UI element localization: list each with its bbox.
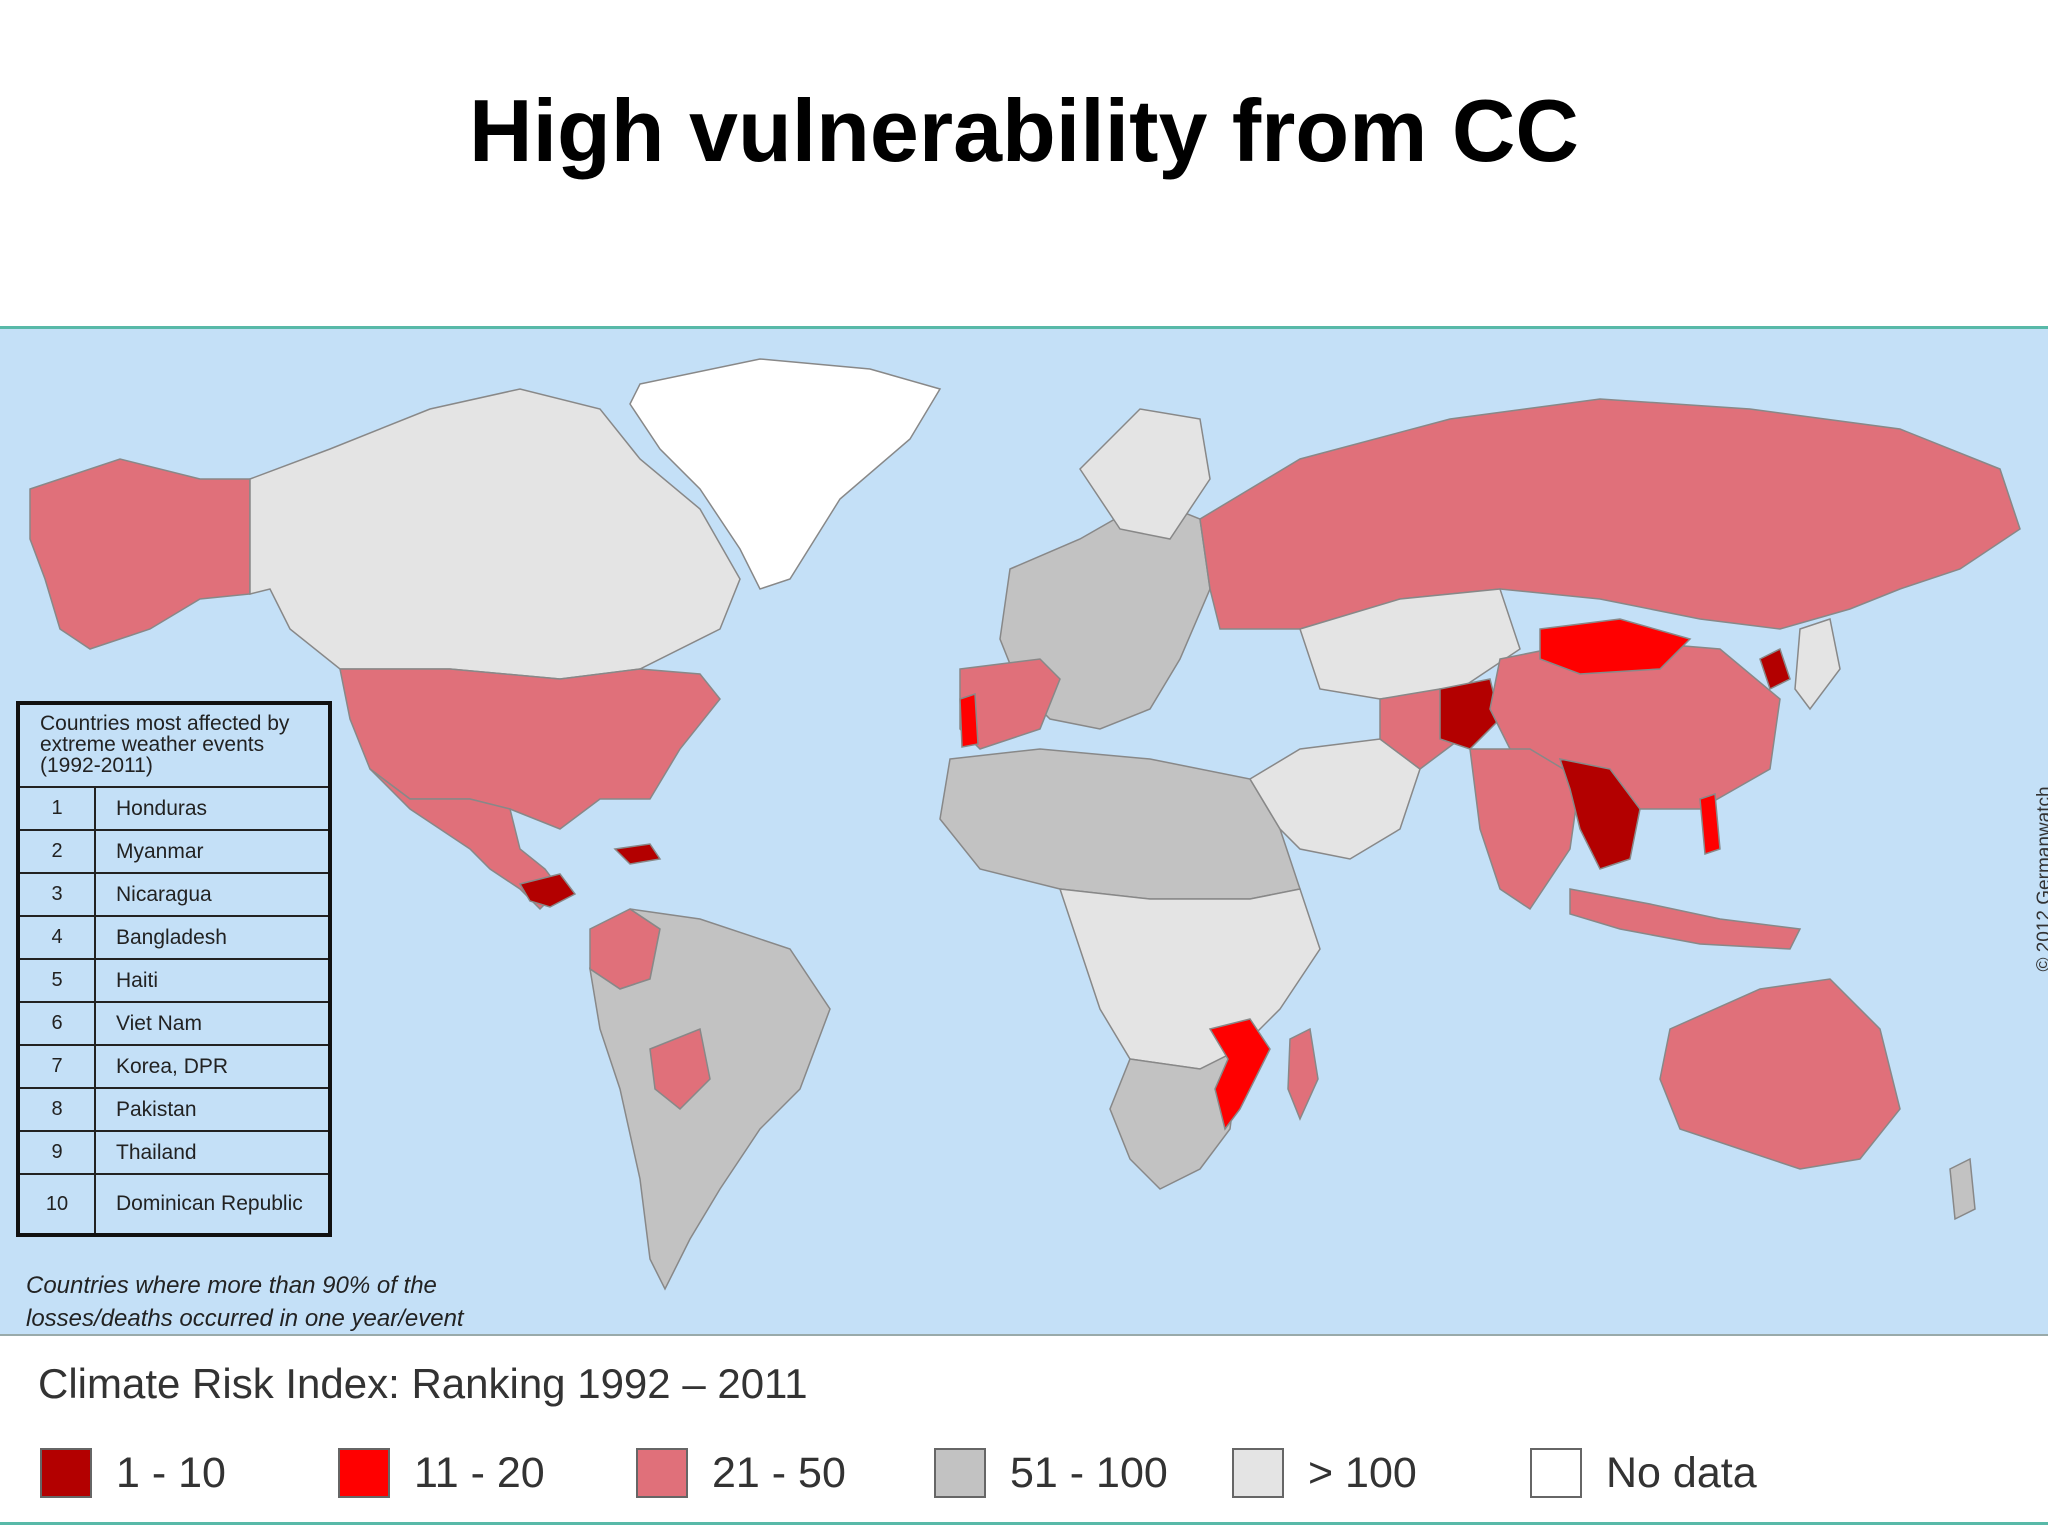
region-myanmar-thailand (1558, 758, 1641, 870)
table-row: 1 Honduras (20, 788, 328, 831)
table-row: 7 Korea, DPR (20, 1046, 328, 1089)
legend-swatch (338, 1448, 390, 1498)
legend: 1 - 10 11 - 20 21 - 50 51 - 100 > 100 No… (0, 1448, 2048, 1512)
region-pakistan (1439, 678, 1501, 750)
region-canada (249, 388, 741, 680)
region-south-africa (1109, 1047, 1241, 1190)
copyright-label: © 2012 Germanwatch (2034, 786, 2048, 971)
rank-number: 7 (20, 1046, 96, 1087)
bottom-divider (0, 1522, 2048, 1525)
rank-number: 10 (20, 1175, 96, 1233)
region-central-asia (1299, 588, 1521, 700)
region-new-zealand (1949, 1157, 1976, 1221)
region-madagascar (1287, 1027, 1319, 1121)
legend-item: 21 - 50 (636, 1448, 846, 1498)
table-row: 10 Dominican Republic (20, 1175, 328, 1233)
region-korea-dpr (1759, 647, 1791, 691)
region-mozambique (1208, 1018, 1271, 1131)
region-central-africa (1058, 888, 1321, 1070)
rank-country: Honduras (116, 796, 208, 820)
region-scandinavia (1079, 408, 1211, 540)
table-row: 2 Myanmar (20, 831, 328, 874)
table-row: 5 Haiti (20, 960, 328, 1003)
rank-number: 4 (20, 917, 96, 958)
legend-item: 51 - 100 (934, 1448, 1168, 1498)
region-indonesia (1569, 888, 1802, 950)
rank-country: Dominican Republic (116, 1192, 303, 1215)
region-honduras (518, 873, 577, 908)
legend-item: 1 - 10 (40, 1448, 226, 1498)
legend-label: 11 - 20 (414, 1448, 545, 1497)
region-caribbean (613, 843, 662, 865)
region-greenland (629, 358, 942, 590)
region-mongolia (1539, 618, 1692, 675)
legend-label: 51 - 100 (1010, 1448, 1168, 1497)
region-north-africa (939, 748, 1301, 900)
rank-country: Korea, DPR (116, 1054, 229, 1078)
page-title: High vulnerability from CC (469, 81, 1579, 180)
rank-number: 3 (20, 874, 96, 915)
table-row: 9 Thailand (20, 1132, 328, 1175)
region-portugal (959, 692, 979, 748)
table-row: 3 Nicaragua (20, 874, 328, 917)
legend-label: 1 - 10 (116, 1448, 226, 1497)
rank-country: Haiti (116, 968, 159, 992)
rank-country: Viet Nam (116, 1011, 202, 1035)
ranking-table: Countries most affected by extreme weath… (16, 701, 332, 1237)
rank-number: 9 (20, 1132, 96, 1173)
legend-swatch (1530, 1448, 1582, 1498)
ranking-table-header: Countries most affected by extreme weath… (20, 705, 328, 788)
legend-title: Climate Risk Index: Ranking 1992 – 2011 (38, 1360, 808, 1407)
legend-item: 11 - 20 (338, 1448, 545, 1498)
rank-country: Myanmar (116, 839, 204, 863)
legend-label: > 100 (1308, 1448, 1417, 1497)
legend-item: No data (1530, 1448, 1757, 1498)
rank-number: 1 (20, 788, 96, 829)
map-canvas (29, 358, 2021, 1291)
rank-number: 2 (20, 831, 96, 872)
legend-label: No data (1606, 1448, 1757, 1497)
world-map: © 2012 Germanwatch Countries most affect… (0, 326, 2048, 1336)
region-australia (1659, 978, 1901, 1170)
rank-number: 5 (20, 960, 96, 1001)
region-japan (1794, 618, 1841, 711)
rank-country: Pakistan (116, 1097, 197, 1121)
rank-number: 6 (20, 1003, 96, 1044)
region-alaska (29, 458, 251, 650)
legend-item: > 100 (1232, 1448, 1417, 1498)
legend-swatch (40, 1448, 92, 1498)
region-bolivia (649, 1027, 711, 1111)
table-row: 4 Bangladesh (20, 917, 328, 960)
region-india (1469, 748, 1581, 911)
rank-number: 8 (20, 1089, 96, 1130)
region-russia (1199, 398, 2021, 630)
rank-country: Nicaragua (116, 882, 212, 906)
rank-country: Bangladesh (116, 925, 227, 949)
map-note: Countries where more than 90% of the los… (26, 1272, 464, 1332)
table-row: 6 Viet Nam (20, 1003, 328, 1046)
legend-swatch (934, 1448, 986, 1498)
legend-swatch (1232, 1448, 1284, 1498)
legend-swatch (636, 1448, 688, 1498)
region-south-america (588, 908, 831, 1291)
legend-label: 21 - 50 (712, 1448, 846, 1497)
region-usa (339, 668, 721, 830)
region-middle-east (1248, 738, 1421, 860)
region-philippines (1699, 792, 1721, 856)
region-iberia (959, 658, 1061, 750)
rank-country: Thailand (116, 1140, 197, 1164)
table-row: 8 Pakistan (20, 1089, 328, 1132)
